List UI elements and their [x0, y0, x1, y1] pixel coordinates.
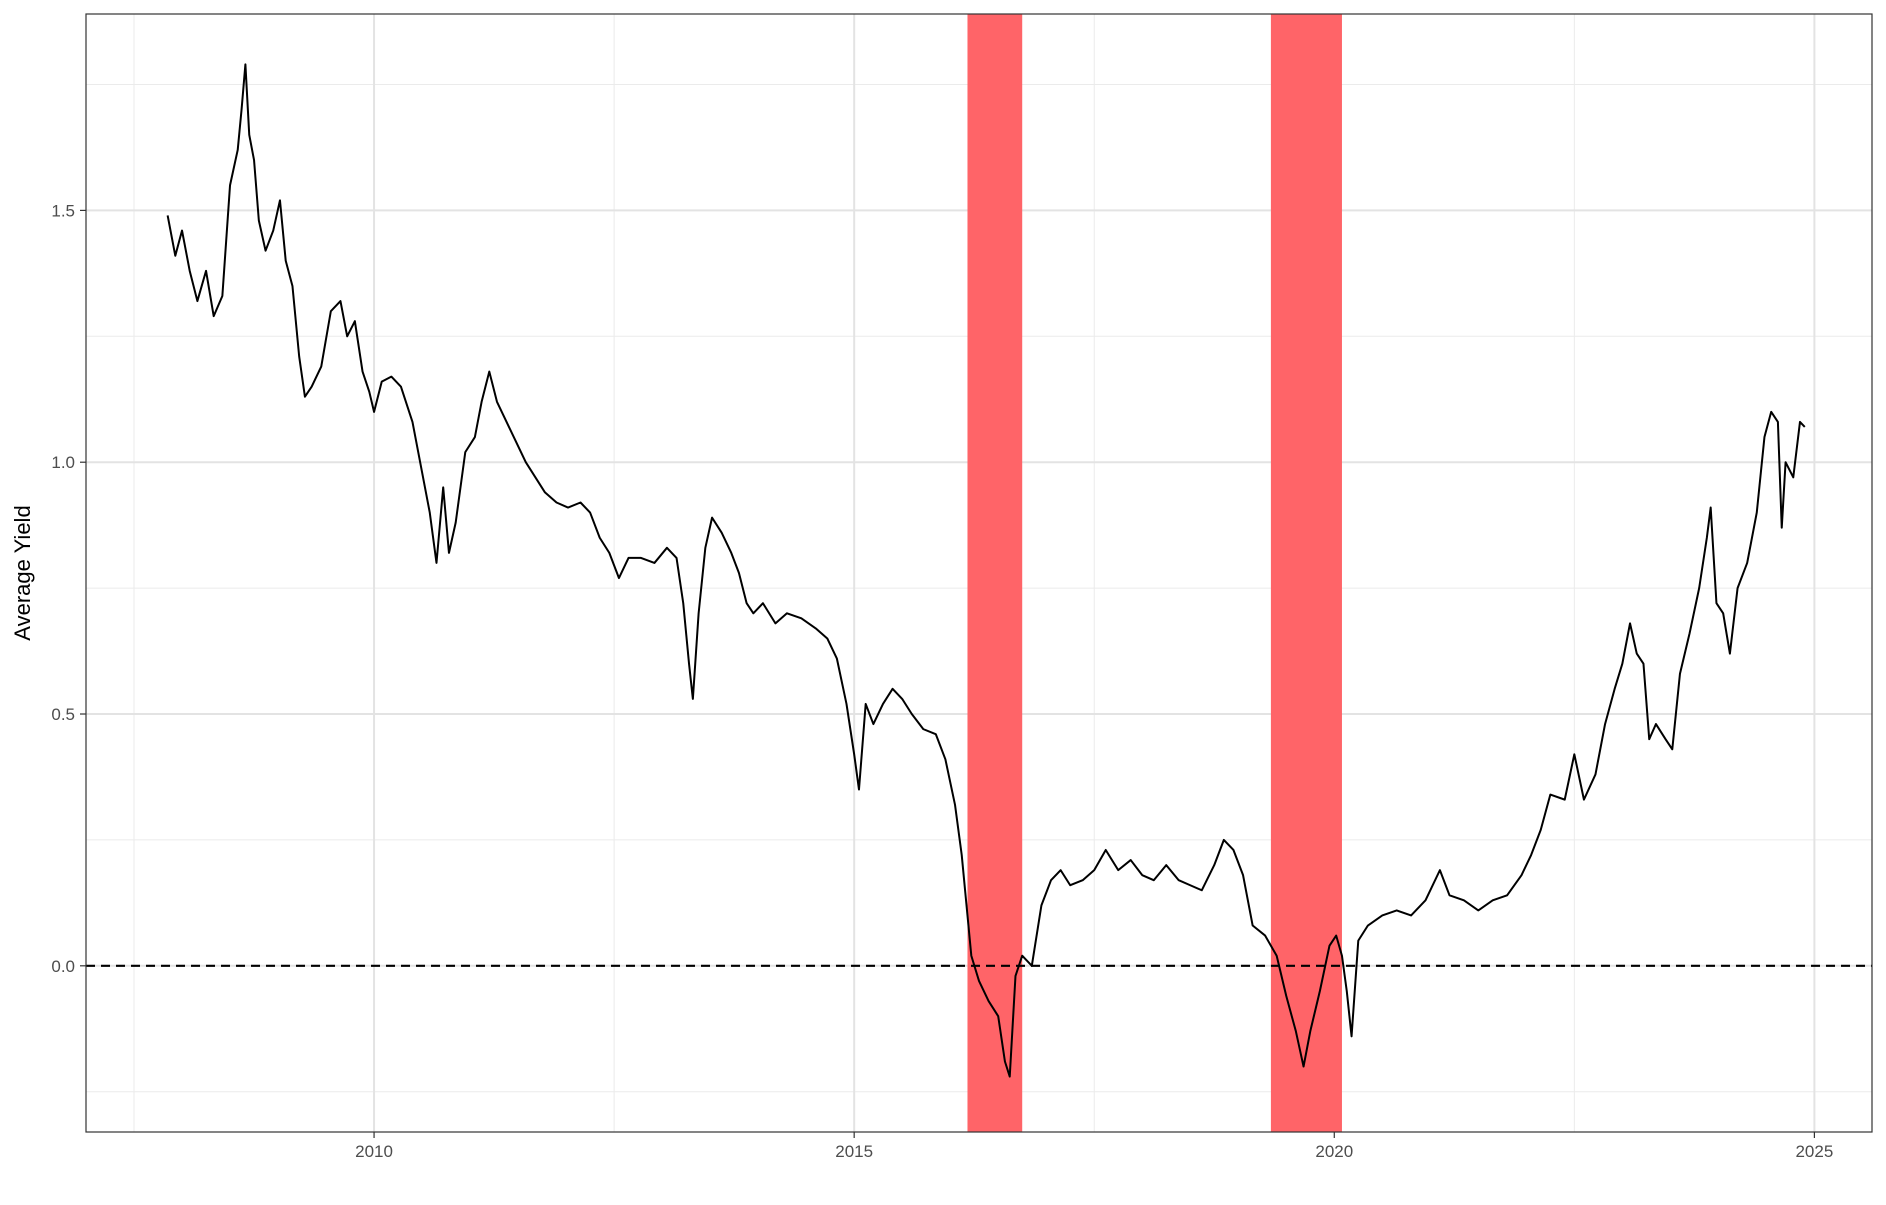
series-line: [166, 63, 1806, 1078]
x-tick-label: 2015: [835, 1142, 873, 1161]
x-tick-label: 2010: [355, 1142, 393, 1161]
shaded-period: [967, 14, 1023, 1132]
x-axis: 2010 2015 2020 2025: [355, 1132, 1833, 1161]
y-axis: 0.0 0.5 1.0 1.5: [51, 201, 86, 976]
y-axis-title: Average Yield: [10, 505, 35, 640]
y-tick-label: 1.0: [51, 453, 75, 472]
shaded-period: [1270, 14, 1342, 1132]
shaded-periods: [967, 14, 1342, 1132]
plot-border: [85, 13, 1873, 1133]
series-layer: [166, 63, 1806, 1078]
y-tick-label: 0.0: [51, 957, 75, 976]
x-tick-label: 2025: [1795, 1142, 1833, 1161]
y-tick-label: 0.5: [51, 705, 75, 724]
x-tick-label: 2020: [1315, 1142, 1353, 1161]
y-tick-label: 1.5: [51, 201, 75, 220]
